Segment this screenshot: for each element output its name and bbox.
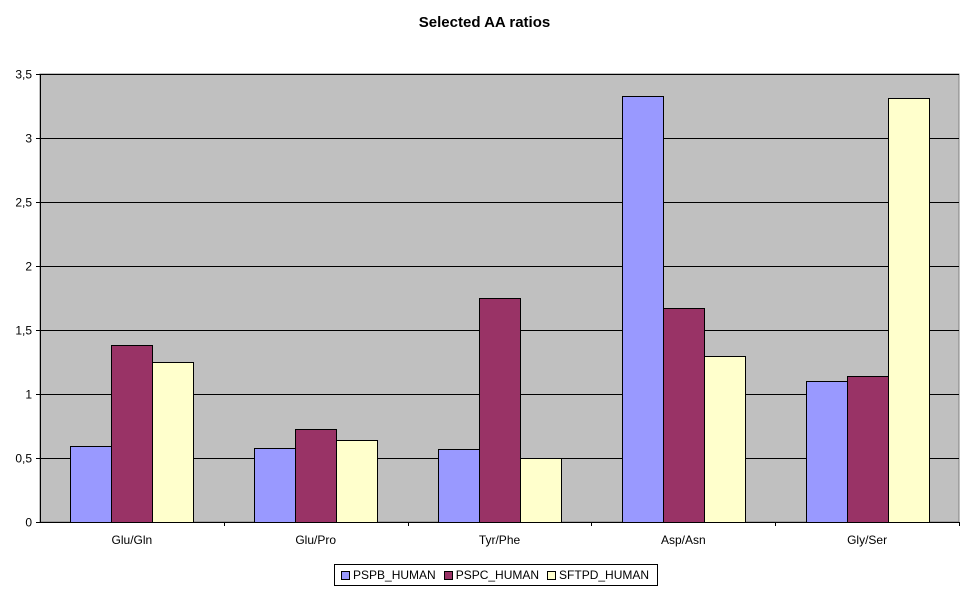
bar-sftpd-human-glu-pro bbox=[336, 440, 378, 523]
bar-pspc-human-glu-gln bbox=[111, 345, 153, 523]
x-tick-label: Glu/Pro bbox=[295, 533, 336, 547]
bar-sftpd-human-tyr-phe bbox=[520, 458, 562, 523]
y-tick-label: 2,5 bbox=[15, 196, 32, 210]
bar-pspb-human-glu-gln bbox=[70, 446, 112, 523]
legend-label-pspb: PSPB_HUMAN bbox=[353, 568, 436, 582]
bar-pspc-human-glu-pro bbox=[295, 429, 337, 523]
bar-sftpd-human-asp-asn bbox=[704, 356, 746, 523]
y-tick-label: 0 bbox=[25, 516, 32, 530]
y-tick-label: 0,5 bbox=[15, 452, 32, 466]
y-tick-label: 1 bbox=[25, 388, 32, 402]
legend-item-pspb: PSPB_HUMAN bbox=[341, 568, 436, 582]
x-tick-label: Tyr/Phe bbox=[479, 533, 521, 547]
bar-pspc-human-asp-asn bbox=[663, 308, 705, 523]
bar-pspc-human-gly-ser bbox=[847, 376, 889, 523]
bar-pspc-human-tyr-phe bbox=[479, 298, 521, 523]
legend-label-sftpd: SFTPD_HUMAN bbox=[559, 568, 650, 582]
y-tick-label: 1,5 bbox=[15, 324, 32, 338]
x-tick-label: Asp/Asn bbox=[661, 533, 706, 547]
legend-swatch-sftpd bbox=[547, 570, 557, 580]
x-tick-label: Glu/Gln bbox=[112, 533, 153, 547]
x-tick-label: Gly/Ser bbox=[847, 533, 887, 547]
y-tick-label: 3,5 bbox=[15, 68, 32, 82]
bar-pspb-human-gly-ser bbox=[806, 381, 848, 523]
bar-sftpd-human-glu-gln bbox=[152, 362, 194, 523]
bar-pspb-human-glu-pro bbox=[254, 448, 296, 523]
legend-swatch-pspc bbox=[443, 570, 453, 580]
legend: PSPB_HUMAN PSPC_HUMAN SFTPD_HUMAN bbox=[334, 564, 659, 586]
bar-sftpd-human-gly-ser bbox=[888, 98, 930, 523]
chart-title: Selected AA ratios bbox=[418, 14, 551, 31]
bar-pspb-human-tyr-phe bbox=[438, 449, 480, 523]
y-tick-label: 3 bbox=[25, 132, 32, 146]
legend-swatch-pspb bbox=[341, 570, 350, 580]
legend-label-pspc: PSPC_HUMAN bbox=[455, 568, 540, 582]
bar-pspb-human-asp-asn bbox=[622, 96, 664, 523]
legend-item-pspc: PSPC_HUMAN bbox=[443, 568, 540, 582]
y-tick-label: 2 bbox=[25, 260, 32, 274]
legend-item-sftpd: SFTPD_HUMAN bbox=[547, 568, 649, 582]
